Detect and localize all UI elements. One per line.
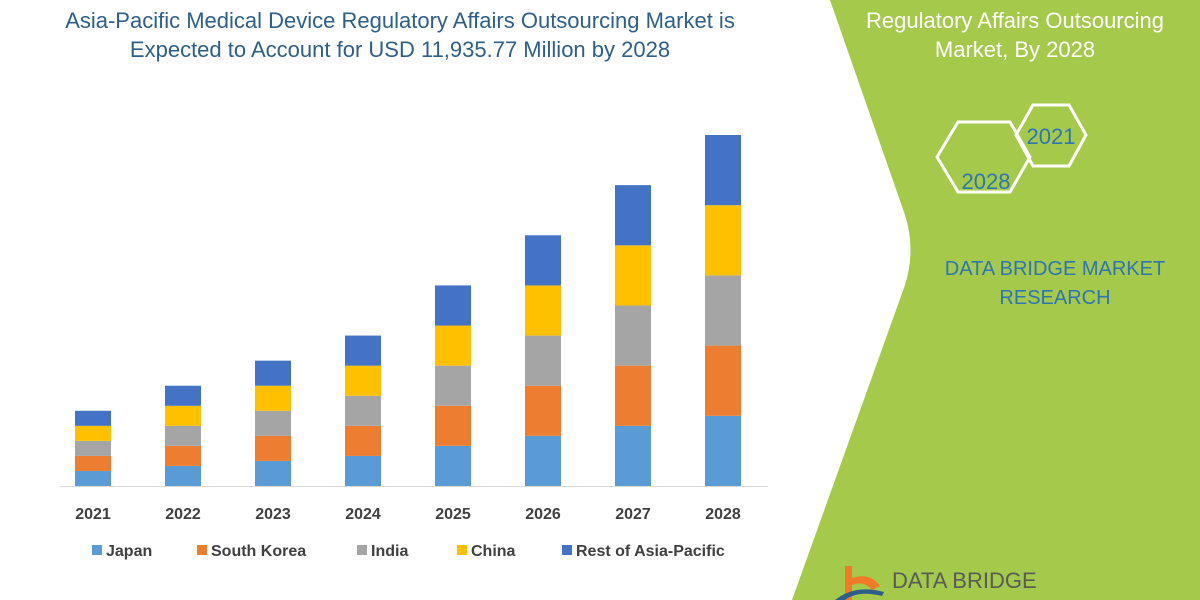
legend-label: Rest of Asia-Pacific bbox=[576, 543, 725, 560]
bar-2021-rest-of-asia-pacific bbox=[75, 410, 111, 426]
bar-2023-china bbox=[255, 385, 291, 411]
bar-2028-south-korea bbox=[705, 345, 741, 416]
bar-2028-japan bbox=[705, 415, 741, 486]
bar-2027-south-korea bbox=[615, 365, 651, 426]
legend-swatch bbox=[457, 545, 467, 555]
bar-2026-china bbox=[525, 285, 561, 336]
bar-2026-japan bbox=[525, 435, 561, 486]
bar-2027-india bbox=[615, 305, 651, 366]
x-tick-label: 2025 bbox=[435, 506, 471, 523]
bar-2025-india bbox=[435, 365, 471, 406]
legend-label: South Korea bbox=[211, 543, 306, 560]
x-tick-label: 2028 bbox=[705, 506, 741, 523]
bar-2023-rest-of-asia-pacific bbox=[255, 360, 291, 386]
brand-name: DATA BRIDGE MARKET RESEARCH bbox=[944, 258, 1166, 309]
x-tick-label: 2026 bbox=[525, 506, 561, 523]
bar-2023-japan bbox=[255, 460, 291, 486]
green-side-panel bbox=[792, 0, 1200, 600]
hex-label-2021: 2021 bbox=[1027, 124, 1076, 149]
bar-2024-india bbox=[345, 395, 381, 426]
legend-label: India bbox=[371, 543, 408, 560]
logo-text: DATA BRIDGE bbox=[892, 568, 1037, 593]
hex-label-2028: 2028 bbox=[962, 169, 1011, 194]
bar-2028-india bbox=[705, 275, 741, 346]
bar-2026-rest-of-asia-pacific bbox=[525, 235, 561, 286]
legend-label: Japan bbox=[106, 543, 152, 560]
bar-2023-india bbox=[255, 410, 291, 436]
legend-label: China bbox=[471, 543, 516, 560]
bar-2026-south-korea bbox=[525, 385, 561, 436]
bar-2024-china bbox=[345, 365, 381, 396]
bar-2022-china bbox=[165, 405, 201, 426]
legend-swatch bbox=[197, 545, 207, 555]
bar-2027-japan bbox=[615, 425, 651, 486]
legend-swatch bbox=[92, 545, 102, 555]
legend-swatch bbox=[357, 545, 367, 555]
stacked-bar-chart: 2021 2022 2023 2024 2025 2026 2027 2028 Japan Sou… bbox=[60, 135, 768, 560]
x-tick-label: 2023 bbox=[255, 506, 291, 523]
bar-2022-south-korea bbox=[165, 445, 201, 466]
chart-title: Asia-Pacific Medical Device Regulatory A… bbox=[65, 8, 735, 62]
hexagon-2021: 2021 bbox=[1014, 103, 1088, 168]
bar-2027-rest-of-asia-pacific bbox=[615, 185, 651, 246]
bar-2024-south-korea bbox=[345, 425, 381, 456]
legend-swatch bbox=[562, 545, 572, 555]
x-tick-label: 2024 bbox=[345, 506, 381, 523]
bar-2024-rest-of-asia-pacific bbox=[345, 335, 381, 366]
x-tick-label: 2021 bbox=[75, 506, 111, 523]
bar-2025-china bbox=[435, 325, 471, 366]
bar-2025-japan bbox=[435, 445, 471, 486]
logo-icon bbox=[835, 566, 884, 600]
bar-2023-south-korea bbox=[255, 435, 291, 461]
bar-2021-india bbox=[75, 440, 111, 456]
x-tick-label: 2027 bbox=[615, 506, 651, 523]
bar-2021-china bbox=[75, 425, 111, 441]
bar-2028-rest-of-asia-pacific bbox=[705, 135, 741, 206]
bar-2022-india bbox=[165, 425, 201, 446]
bar-2022-rest-of-asia-pacific bbox=[165, 385, 201, 406]
bar-2028-china bbox=[705, 205, 741, 276]
bar-2026-india bbox=[525, 335, 561, 386]
bar-2024-japan bbox=[345, 455, 381, 486]
hexagon-2028: 2028 bbox=[935, 120, 1032, 194]
bar-2025-south-korea bbox=[435, 405, 471, 446]
bar-2022-japan bbox=[165, 465, 201, 486]
bar-2027-china bbox=[615, 245, 651, 306]
bar-2021-japan bbox=[75, 470, 111, 486]
x-tick-label: 2022 bbox=[165, 506, 201, 523]
side-panel-title: Regulatory Affairs Outsourcing Market, B… bbox=[866, 8, 1164, 62]
bar-2025-rest-of-asia-pacific bbox=[435, 285, 471, 326]
bar-2021-south-korea bbox=[75, 455, 111, 471]
